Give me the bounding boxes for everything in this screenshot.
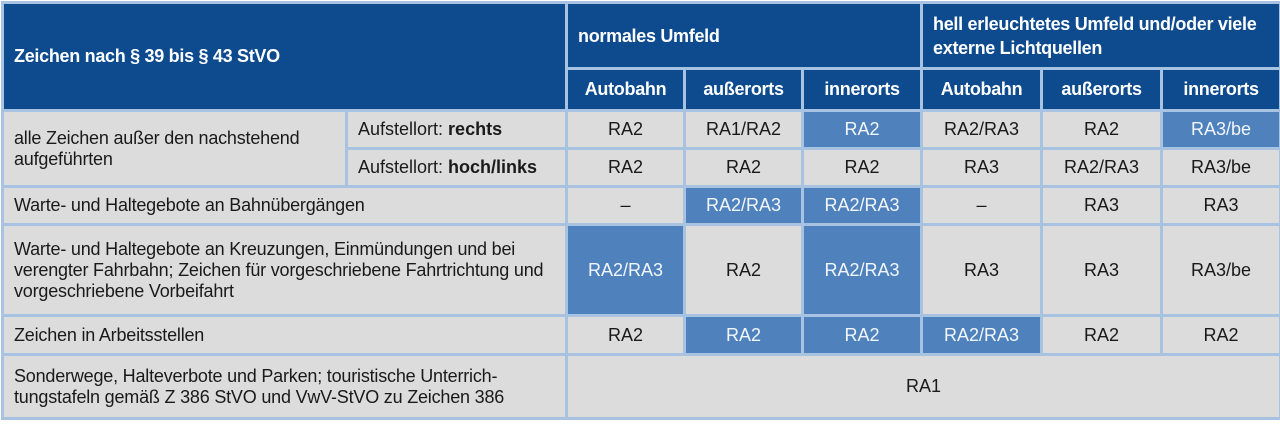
value-cell: RA3 xyxy=(1162,187,1280,225)
table-row: alle Zeichen außer den nachstehend aufge… xyxy=(3,111,1280,149)
value-cell: RA2 xyxy=(685,149,803,187)
placement-value: rechts xyxy=(448,119,502,139)
value-cell: RA2 xyxy=(803,316,922,355)
value-cell: RA2 xyxy=(1042,111,1162,149)
value-cell: – xyxy=(922,187,1042,225)
value-cell: RA3 xyxy=(1042,187,1162,225)
value-cell: RA2 xyxy=(685,316,803,355)
placement-prefix: Aufstellort: xyxy=(358,157,448,177)
lighting-class-table: Zeichen nach § 39 bis § 43 StVO normales… xyxy=(1,1,1280,420)
column-header: außerorts xyxy=(1042,69,1162,111)
value-cell: RA2 xyxy=(567,111,685,149)
value-cell: RA2/RA3 xyxy=(803,187,922,225)
value-cell: RA2 xyxy=(803,149,922,187)
column-header: Autobahn xyxy=(567,69,685,111)
table-row: Warte- und Haltegebote an Kreuzungen, Ei… xyxy=(3,225,1280,316)
group-header-normal: normales Umfeld xyxy=(567,3,922,69)
value-cell: RA2/RA3 xyxy=(922,316,1042,355)
merged-value-cell: RA1 xyxy=(567,355,1280,419)
value-cell: RA3 xyxy=(1042,225,1162,316)
value-cell: RA1/RA2 xyxy=(685,111,803,149)
row-label: Zeichen in Arbeitsstellen xyxy=(3,316,567,355)
value-cell: RA2 xyxy=(685,225,803,316)
column-header: innerorts xyxy=(803,69,922,111)
row-label: Warte- und Haltegebote an Bahnübergängen xyxy=(3,187,567,225)
table-title: Zeichen nach § 39 bis § 43 StVO xyxy=(3,3,567,111)
value-cell: RA3/be xyxy=(1162,225,1280,316)
table-row: Warte- und Haltegebote an Bahnübergängen… xyxy=(3,187,1280,225)
placement-label: Aufstellort: hoch/links xyxy=(347,149,567,187)
table-row: Sonderwege, Halteverbote und Parken; tou… xyxy=(3,355,1280,419)
column-header: Autobahn xyxy=(922,69,1042,111)
placement-value: hoch/links xyxy=(448,157,537,177)
value-cell: RA2 xyxy=(803,111,922,149)
value-cell: RA2/RA3 xyxy=(567,225,685,316)
column-header: innerorts xyxy=(1162,69,1280,111)
value-cell: RA2/RA3 xyxy=(803,225,922,316)
value-cell: RA3/be xyxy=(1162,111,1280,149)
value-cell: RA2 xyxy=(1162,316,1280,355)
row-label: Sonderwege, Halteverbote und Parken; tou… xyxy=(3,355,567,419)
value-cell: RA3 xyxy=(922,225,1042,316)
group-header-bright: hell erleuchtetes Umfeld und/oder viele … xyxy=(922,3,1280,69)
value-cell: RA3/be xyxy=(1162,149,1280,187)
column-header: außerorts xyxy=(685,69,803,111)
placement-prefix: Aufstellort: xyxy=(358,119,448,139)
row-label: Warte- und Haltegebote an Kreuzungen, Ei… xyxy=(3,225,567,316)
value-cell: RA2/RA3 xyxy=(1042,149,1162,187)
value-cell: RA2 xyxy=(1042,316,1162,355)
value-cell: RA2/RA3 xyxy=(685,187,803,225)
value-cell: RA2 xyxy=(567,316,685,355)
value-cell: RA2 xyxy=(567,149,685,187)
value-cell: – xyxy=(567,187,685,225)
value-cell: RA2/RA3 xyxy=(922,111,1042,149)
row-label: alle Zeichen außer den nachstehend aufge… xyxy=(3,111,347,187)
value-cell: RA3 xyxy=(922,149,1042,187)
placement-label: Aufstellort: rechts xyxy=(347,111,567,149)
